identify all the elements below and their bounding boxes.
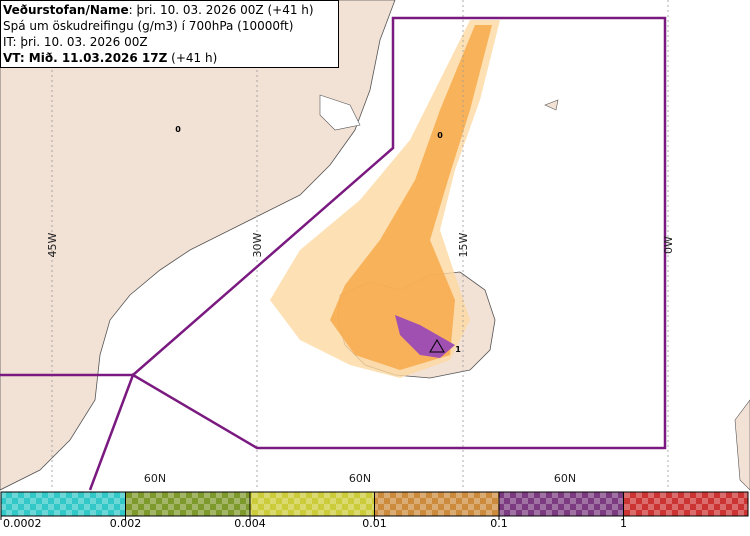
legend-swatch	[125, 491, 251, 517]
legend-label: 0.0002	[3, 517, 42, 530]
island	[544, 99, 559, 111]
legend: 0.0002 0.002 0.004 0.01 0.1 1	[0, 491, 749, 530]
marker: 1	[455, 345, 461, 354]
longitude-label: 30W	[251, 232, 264, 257]
ash-plume	[330, 25, 492, 370]
marker: 0	[437, 131, 443, 140]
legend-swatch	[0, 491, 126, 517]
legend-swatch	[623, 491, 749, 517]
latitude-label: 60N	[554, 472, 576, 485]
marker: 0	[175, 125, 181, 134]
header-box	[0, 0, 339, 68]
header-text: (+41 h)	[167, 51, 217, 65]
land-greenland	[0, 0, 396, 491]
header-text: : þri. 10. 03. 2026 00Z (+41 h)	[129, 3, 314, 17]
longitude-label: 15W	[457, 232, 470, 257]
header-line: IT: þri. 10. 03. 2026 00Z	[3, 35, 148, 49]
advisory-boundary	[0, 16, 667, 491]
volcano-icon	[429, 339, 445, 353]
land-norway	[734, 399, 750, 491]
header-line: Spá um öskudreifingu (g/m3) í 700hPa (10…	[3, 19, 293, 33]
legend-label: 0.004	[234, 517, 266, 530]
legend-swatch	[249, 491, 375, 517]
legend-label: 1	[620, 517, 627, 530]
fjord	[319, 94, 361, 131]
ash-plume-high	[395, 315, 455, 358]
header-bold: Veðurstofan/Name	[3, 3, 129, 17]
legend-swatch	[498, 491, 624, 517]
legend-swatch	[374, 491, 500, 517]
legend-label: 0.01	[362, 517, 387, 530]
latitude-label: 60N	[144, 472, 166, 485]
header-line: Veðurstofan/Name: þri. 10. 03. 2026 00Z …	[3, 3, 314, 17]
latitude-label: 60N	[349, 472, 371, 485]
header-line: VT: Mið. 11.03.2026 17Z (+41 h)	[3, 51, 217, 65]
legend-label: 0.002	[110, 517, 142, 530]
legend-label: 0.1	[490, 517, 508, 530]
header-bold: VT: Mið. 11.03.2026 17Z	[3, 51, 168, 65]
longitude-label: 45W	[46, 232, 59, 257]
longitude-label: 0W	[662, 236, 675, 254]
